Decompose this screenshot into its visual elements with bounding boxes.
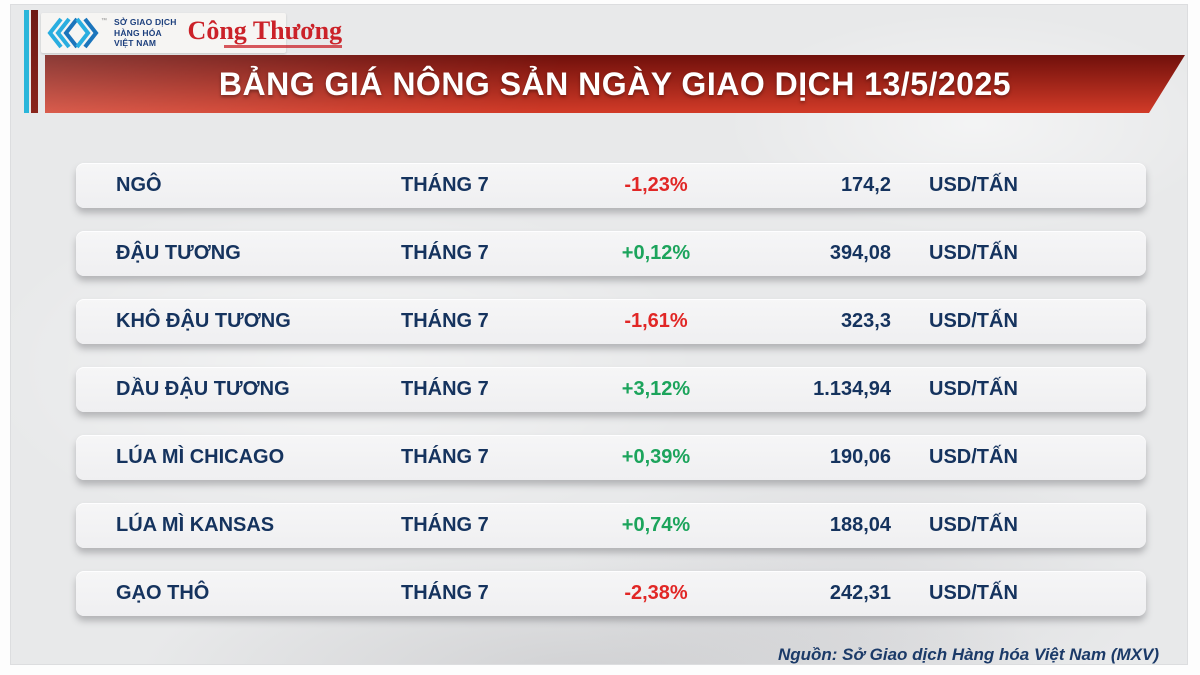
contract-month: THÁNG 7 [401, 446, 489, 468]
accent-bar-cyan [24, 10, 29, 113]
mxv-logo-icon [47, 17, 99, 49]
title-ribbon: BẢNG GIÁ NÔNG SẢN NGÀY GIAO DỊCH 13/5/20… [45, 55, 1185, 113]
commodity-name: DẦU ĐẬU TƯƠNG [116, 378, 290, 400]
change-percent: +0,39% [621, 446, 691, 468]
trademark-symbol: ™ [101, 18, 107, 24]
change-percent: -2,38% [624, 582, 688, 604]
price-value: 174,2 [840, 174, 891, 196]
commodity-name: LÚA MÌ KANSAS [116, 514, 275, 536]
price-value: 188,04 [829, 514, 891, 536]
table-row: ĐẬU TƯƠNG THÁNG 7 +0,12% 394,08 USD/TẤN [76, 231, 1146, 276]
price-unit: USD/TẤN [929, 582, 1018, 604]
price-unit: USD/TẤN [929, 174, 1018, 196]
contract-month: THÁNG 7 [401, 310, 489, 332]
price-value: 323,3 [840, 310, 891, 332]
contract-month: THÁNG 7 [401, 174, 489, 196]
mxv-name-line: VIỆT NAM [114, 38, 157, 49]
change-percent: +3,12% [621, 378, 691, 400]
background-canvas: ™ SỞ GIAO DỊCH HÀNG HÓA VIỆT NAM Công Th… [10, 4, 1188, 665]
table-row: GẠO THÔ THÁNG 7 -2,38% 242,31 USD/TẤN [76, 571, 1146, 616]
logo-plate: ™ SỞ GIAO DỊCH HÀNG HÓA VIỆT NAM Công Th… [41, 13, 343, 53]
page-title: BẢNG GIÁ NÔNG SẢN NGÀY GIAO DỊCH 13/5/20… [218, 65, 1012, 102]
price-unit: USD/TẤN [929, 378, 1018, 400]
price-value: 190,06 [829, 446, 891, 468]
price-value: 242,31 [829, 582, 891, 604]
table-row: NGÔ THÁNG 7 -1,23% 174,2 USD/TẤN [76, 163, 1146, 208]
price-value: 1.134,94 [813, 378, 891, 400]
price-unit: USD/TẤN [929, 242, 1018, 264]
congthuong-logo: Công Thương [188, 18, 343, 48]
contract-month: THÁNG 7 [401, 242, 489, 264]
congthuong-logo-text: Công Thương [187, 16, 343, 45]
mxv-logo-name: SỞ GIAO DỊCH HÀNG HÓA VIỆT NAM [114, 17, 177, 49]
table-row: LÚA MÌ KANSAS THÁNG 7 +0,74% 188,04 USD/TẤN [76, 503, 1146, 548]
commodity-name: ĐẬU TƯƠNG [116, 242, 241, 264]
price-table: NGÔ THÁNG 7 -1,23% 174,2 USD/TẤN ĐẬU TƯƠNG THÁ… [76, 163, 1146, 616]
contract-month: THÁNG 7 [401, 582, 489, 604]
mxv-name-line: SỞ GIAO DỊCH [114, 17, 177, 28]
commodity-name: KHÔ ĐẬU TƯƠNG [116, 310, 291, 332]
accent-bar-maroon [31, 10, 38, 113]
mxv-name-line: HÀNG HÓA [114, 27, 162, 38]
price-unit: USD/TẤN [929, 310, 1018, 332]
price-unit: USD/TẤN [929, 514, 1018, 536]
change-percent: -1,61% [624, 310, 688, 332]
change-percent: +0,74% [621, 514, 691, 536]
price-value: 394,08 [829, 242, 891, 264]
table-row: LÚA MÌ CHICAGO THÁNG 7 +0,39% 190,06 USD/TẤN [76, 435, 1146, 480]
price-unit: USD/TẤN [929, 446, 1018, 468]
contract-month: THÁNG 7 [401, 514, 489, 536]
commodity-name: LÚA MÌ CHICAGO [116, 446, 285, 468]
source-note: Nguồn: Sở Giao dịch Hàng hóa Việt Nam (M… [777, 645, 1159, 664]
table-row: DẦU ĐẬU TƯƠNG THÁNG 7 +3,12% 1.134,94 USD/TẤ… [76, 367, 1146, 412]
commodity-name: NGÔ [116, 174, 162, 196]
contract-month: THÁNG 7 [401, 378, 489, 400]
table-row: KHÔ ĐẬU TƯƠNG THÁNG 7 -1,61% 323,3 USD/TẤN [76, 299, 1146, 344]
congthuong-logo-rule [224, 45, 343, 48]
change-percent: +0,12% [621, 242, 691, 264]
change-percent: -1,23% [624, 174, 688, 196]
commodity-name: GẠO THÔ [116, 582, 210, 604]
